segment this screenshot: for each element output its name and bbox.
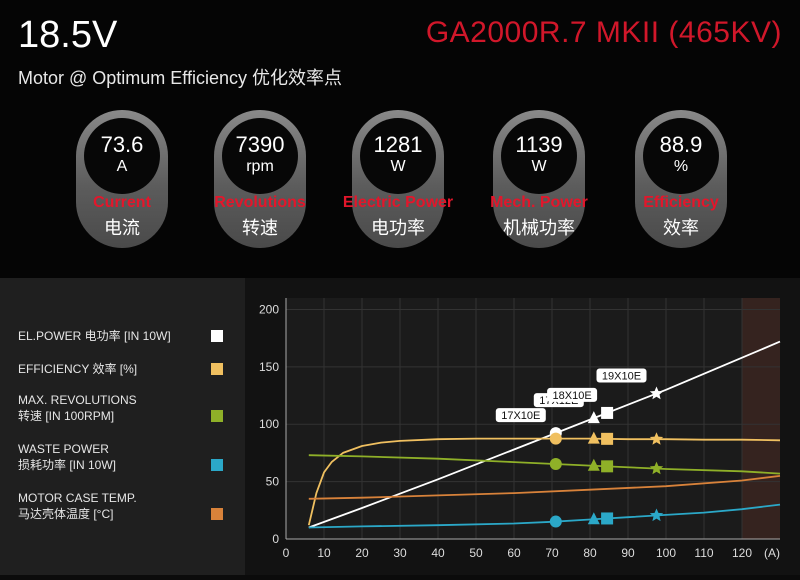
- x-tick-label: 90: [621, 546, 635, 560]
- legend-label-sub: 转速 [IN 100RPM]: [18, 409, 115, 423]
- y-tick-label: 0: [272, 532, 279, 546]
- x-tick-label: 100: [656, 546, 676, 560]
- legend-label: EL.POWER 电功率 [IN 10W]: [18, 329, 171, 343]
- legend-label: EFFICIENCY 效率 [%]: [18, 362, 138, 376]
- metric-circle: 88.9 %: [643, 118, 719, 194]
- metric-value: 88.9: [659, 132, 703, 157]
- legend-item-efficiency: EFFICIENCY 效率 [%]: [18, 361, 233, 377]
- metric-mech-power: 1139 W Mech. Power 机械功率: [490, 110, 588, 248]
- chart-panel: 0 10 20 30 40 50 60 70 80 90 100 110 120 (A) 0 50 100 150…: [245, 278, 800, 575]
- legend-swatch: [211, 508, 223, 520]
- legend-swatch: [211, 459, 223, 471]
- metric-label-en: Efficiency: [643, 194, 719, 211]
- metric-circle: 1139 W: [501, 118, 577, 194]
- prop-marker-efficiency: [549, 432, 562, 445]
- metric-value: 7390: [235, 132, 285, 157]
- prop-marker-el_power: [587, 411, 600, 424]
- x-tick-label: 20: [355, 546, 369, 560]
- legend-item-case-temp: MOTOR CASE TEMP. 马达壳体温度 [°C]: [18, 490, 233, 522]
- metric-unit: %: [673, 158, 689, 175]
- metric-value: 1281: [373, 132, 423, 157]
- metric-value: 1139: [515, 132, 563, 157]
- metric-label-zh: 效率: [663, 218, 699, 238]
- x-tick-label: 70: [545, 546, 559, 560]
- metric-circle: 73.6 A: [84, 118, 160, 194]
- x-tick-label: 80: [583, 546, 597, 560]
- legend-swatch: [211, 330, 223, 342]
- x-tick-label: 50: [469, 546, 483, 560]
- y-tick-label: 200: [259, 302, 279, 316]
- x-tick-label: 30: [393, 546, 407, 560]
- prop-marker-el_power: [649, 386, 664, 400]
- legend: EL.POWER 电功率 [IN 10W] EFFICIENCY 效率 [%] …: [0, 278, 245, 575]
- metric-unit: rpm: [246, 158, 274, 175]
- x-tick-label: 40: [431, 546, 445, 560]
- prop-marker-waste_power: [549, 515, 562, 528]
- legend-item-el-power: EL.POWER 电功率 [IN 10W]: [18, 328, 233, 344]
- x-tick-label: 0: [283, 546, 290, 560]
- metric-efficiency: 88.9 % Efficiency 效率: [635, 110, 727, 248]
- metric-current: 73.6 A Current 电流: [76, 110, 168, 248]
- prop-marker-waste_power: [649, 508, 664, 522]
- header-panel: 18.5V GA2000R.7 MKII (465KV) Motor @ Opt…: [0, 0, 800, 278]
- prop-marker-revolutions: [601, 460, 614, 473]
- x-tick-label: 120: [732, 546, 752, 560]
- chart-svg: 0 10 20 30 40 50 60 70 80 90 100 110 120 (A) 0 50 100 150…: [259, 298, 781, 560]
- legend-item-revolutions: MAX. REVOLUTIONS 转速 [IN 100RPM]: [18, 392, 233, 424]
- prop-label-box: [596, 368, 647, 383]
- x-tick-label: 60: [507, 546, 521, 560]
- legend-label: WASTE POWER: [18, 442, 109, 456]
- voltage-title: 18.5V: [18, 14, 118, 56]
- y-tick-label: 50: [266, 475, 280, 489]
- legend-label-sub: 损耗功率 [IN 10W]: [18, 458, 117, 472]
- prop-marker-efficiency: [587, 431, 600, 444]
- metric-value: 73.6: [100, 132, 144, 157]
- series-line-efficiency: [307, 437, 781, 526]
- metric-label-zh: 电流: [104, 218, 140, 238]
- metric-label-zh: 转速: [242, 218, 278, 238]
- y-tick-label: 150: [259, 360, 279, 374]
- x-tick-label: 110: [694, 546, 713, 560]
- metric-circle: 1281 W: [360, 118, 436, 194]
- metric-unit: W: [390, 158, 406, 175]
- metric-unit: W: [531, 158, 547, 175]
- metric-circle: 7390 rpm: [222, 118, 298, 194]
- series-line-case_temp: [308, 475, 781, 500]
- prop-label-box: [547, 387, 598, 402]
- prop-marker-el_power: [601, 406, 614, 419]
- prop-marker-revolutions: [587, 458, 600, 471]
- legend-label-sub: 马达壳体温度 [°C]: [18, 507, 114, 521]
- prop-marker-efficiency: [601, 432, 614, 445]
- legend-item-waste-power: WASTE POWER 损耗功率 [IN 10W]: [18, 441, 233, 473]
- prop-marker-revolutions: [649, 461, 664, 475]
- legend-label: MAX. REVOLUTIONS: [18, 393, 137, 407]
- metric-unit: A: [116, 158, 128, 175]
- prop-marker-revolutions: [549, 458, 562, 471]
- x-axis-label: (A): [764, 546, 780, 560]
- prop-marker-waste_power: [601, 512, 614, 525]
- metric-label-zh: 机械功率: [503, 218, 575, 238]
- overload-region: [742, 298, 780, 539]
- prop-marker-waste_power: [587, 512, 600, 525]
- motor-model: GA2000R.7 MKII (465KV): [425, 16, 782, 49]
- metric-label-en: Mech. Power: [490, 194, 588, 211]
- prop-label-box: [495, 408, 546, 423]
- prop-label: 19X10E: [602, 371, 641, 383]
- x-tick-label: 10: [317, 546, 331, 560]
- metric-electric-power: 1281 W Electric Power 电功率: [343, 110, 453, 248]
- series-line-waste_power: [308, 503, 781, 529]
- legend-label: MOTOR CASE TEMP.: [18, 491, 137, 505]
- metric-label-en: Revolutions: [214, 194, 306, 211]
- subtitle: Motor @ Optimum Efficiency 优化效率点: [18, 68, 342, 88]
- prop-label: 17X10E: [501, 410, 540, 422]
- metric-label-zh: 电功率: [371, 218, 425, 238]
- prop-label: 18X10E: [553, 390, 592, 402]
- prop-marker-efficiency: [649, 432, 664, 445]
- metric-label-en: Current: [93, 194, 151, 211]
- legend-swatch: [211, 410, 223, 422]
- y-tick-label: 100: [259, 417, 279, 431]
- metric-label-en: Electric Power: [342, 194, 454, 211]
- metric-revolutions: 7390 rpm Revolutions 转速: [214, 110, 306, 248]
- legend-swatch: [211, 363, 223, 375]
